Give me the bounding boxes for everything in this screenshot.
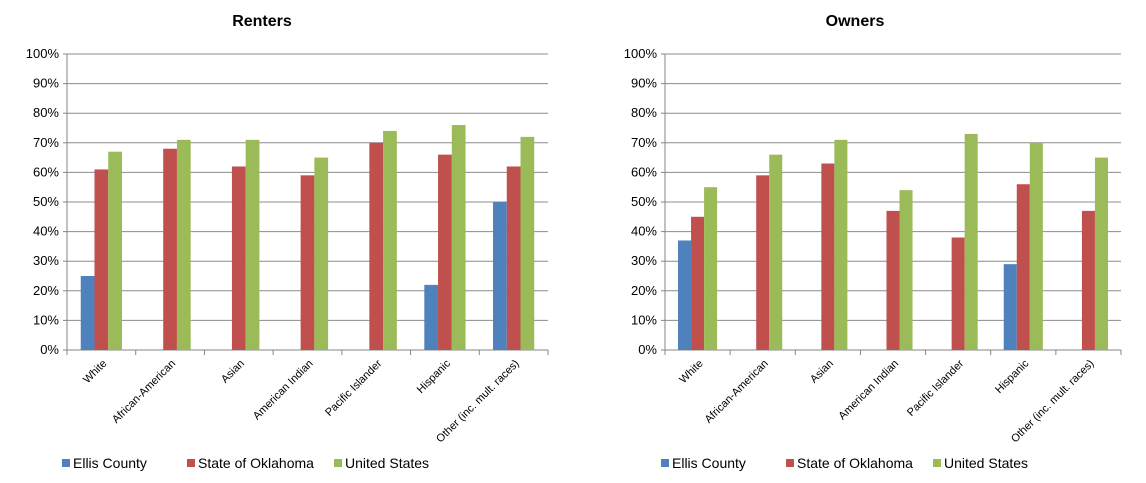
- renters-y-tick-label: 100%: [26, 46, 60, 61]
- renters-bar: [314, 157, 329, 350]
- renters-legend-swatch: [62, 459, 70, 467]
- owners-bar: [964, 133, 978, 350]
- renters-x-tick-label: Asian: [219, 358, 247, 386]
- renters-bar: [108, 151, 122, 350]
- owners-bar: [834, 139, 848, 350]
- renters-y-tick-label: 30%: [33, 253, 59, 268]
- owners-bar: [769, 154, 783, 350]
- renters-bar: [300, 175, 315, 350]
- renters-bar: [438, 154, 452, 350]
- renters-chart: Renters 0% 10% 20% 30% 40% 50% 60% 70% 80% 90% 100%…: [26, 13, 549, 471]
- renters-x-tick-label: Pacific Islander: [323, 357, 384, 418]
- renters-bar: [506, 166, 521, 350]
- renters-y-tick-label: 50%: [33, 194, 59, 209]
- owners-y-tick-label: 20%: [631, 283, 657, 298]
- owners-bar: [821, 163, 835, 350]
- owners-bar: [756, 175, 770, 350]
- renters-legend-label: United States: [345, 455, 429, 471]
- renters-x-tick-label: White: [81, 358, 109, 386]
- renters-chart-panel: Renters 0% 10% 20% 30% 40% 50% 60% 70% 80% 90% 100%…: [0, 0, 573, 478]
- renters-bar: [94, 169, 109, 350]
- renters-bar: [163, 148, 177, 350]
- owners-bar: [678, 240, 692, 350]
- renters-y-tick-label: 40%: [33, 224, 59, 239]
- renters-bar: [80, 276, 95, 350]
- owners-bar: [1081, 210, 1095, 350]
- owners-legend-label: State of Oklahoma: [797, 455, 913, 471]
- owners-y-tick-label: 90%: [631, 76, 657, 91]
- owners-chart: Owners 0% 10% 20% 30% 40% 50% 60% 70% 80% 90% 100% W…: [624, 13, 1122, 471]
- renters-y-tick-label: 70%: [33, 135, 59, 150]
- owners-bar: [691, 216, 705, 350]
- owners-y-tick-label: 0%: [638, 342, 657, 357]
- owners-bar: [1029, 142, 1043, 350]
- owners-legend-swatch: [786, 459, 794, 467]
- renters-y-tick-label: 0%: [40, 342, 59, 357]
- owners-bar: [951, 237, 965, 350]
- renters-x-tick-label: Hispanic: [415, 357, 454, 396]
- owners-y-tick-label: 10%: [631, 312, 657, 327]
- owners-x-tick-label: American Indian: [836, 358, 901, 423]
- renters-legend-label: State of Oklahoma: [198, 455, 314, 471]
- renters-bar: [231, 166, 246, 350]
- owners-y-tick-label: 60%: [631, 164, 657, 179]
- owners-bar: [899, 190, 913, 350]
- renters-y-tick-label: 90%: [33, 76, 59, 91]
- renters-legend-swatch: [334, 459, 342, 467]
- renters-y-tick-label: 10%: [33, 312, 59, 327]
- owners-y-tick-label: 80%: [631, 105, 657, 120]
- renters-bar: [176, 139, 191, 350]
- owners-bar: [886, 210, 900, 350]
- renters-bar: [383, 130, 397, 350]
- renters-x-tick-label: American Indian: [251, 358, 316, 423]
- renters-y-tick-label: 80%: [33, 105, 59, 120]
- renters-bar: [369, 142, 384, 350]
- renters-y-tick-label: 20%: [33, 283, 59, 298]
- renters-legend-swatch: [187, 459, 195, 467]
- renters-bar: [424, 284, 439, 350]
- owners-bar: [1016, 184, 1030, 350]
- owners-y-tick-label: 50%: [631, 194, 657, 209]
- renters-legend-label: Ellis County: [73, 455, 147, 471]
- owners-bar: [1003, 264, 1017, 350]
- renters-bar: [493, 202, 507, 350]
- owners-legend-swatch: [933, 459, 941, 467]
- owners-x-tick-label: Hispanic: [993, 357, 1032, 396]
- owners-y-tick-label: 100%: [624, 46, 658, 61]
- owners-legend-label: Ellis County: [672, 455, 746, 471]
- owners-legend-label: United States: [944, 455, 1028, 471]
- owners-y-tick-label: 40%: [631, 224, 657, 239]
- owners-x-tick-label: Asian: [808, 358, 836, 386]
- renters-x-tick-label: African-American: [110, 358, 178, 426]
- renters-bar: [520, 136, 535, 350]
- owners-bar: [1094, 157, 1108, 350]
- renters-chart-title: Renters: [232, 13, 292, 30]
- renters-y-tick-label: 60%: [33, 164, 59, 179]
- renters-bar: [451, 125, 466, 350]
- renters-bar: [245, 139, 260, 350]
- owners-chart-panel: Owners 0% 10% 20% 30% 40% 50% 60% 70% 80% 90% 100% W…: [573, 0, 1146, 478]
- owners-chart-title: Owners: [826, 13, 885, 30]
- owners-x-tick-label: African-American: [703, 358, 771, 426]
- owners-legend-swatch: [661, 459, 669, 467]
- owners-x-tick-label: Pacific Islander: [905, 357, 966, 418]
- owners-bar: [704, 187, 718, 350]
- owners-x-tick-label: White: [677, 358, 705, 386]
- owners-y-tick-label: 30%: [631, 253, 657, 268]
- owners-y-tick-label: 70%: [631, 135, 657, 150]
